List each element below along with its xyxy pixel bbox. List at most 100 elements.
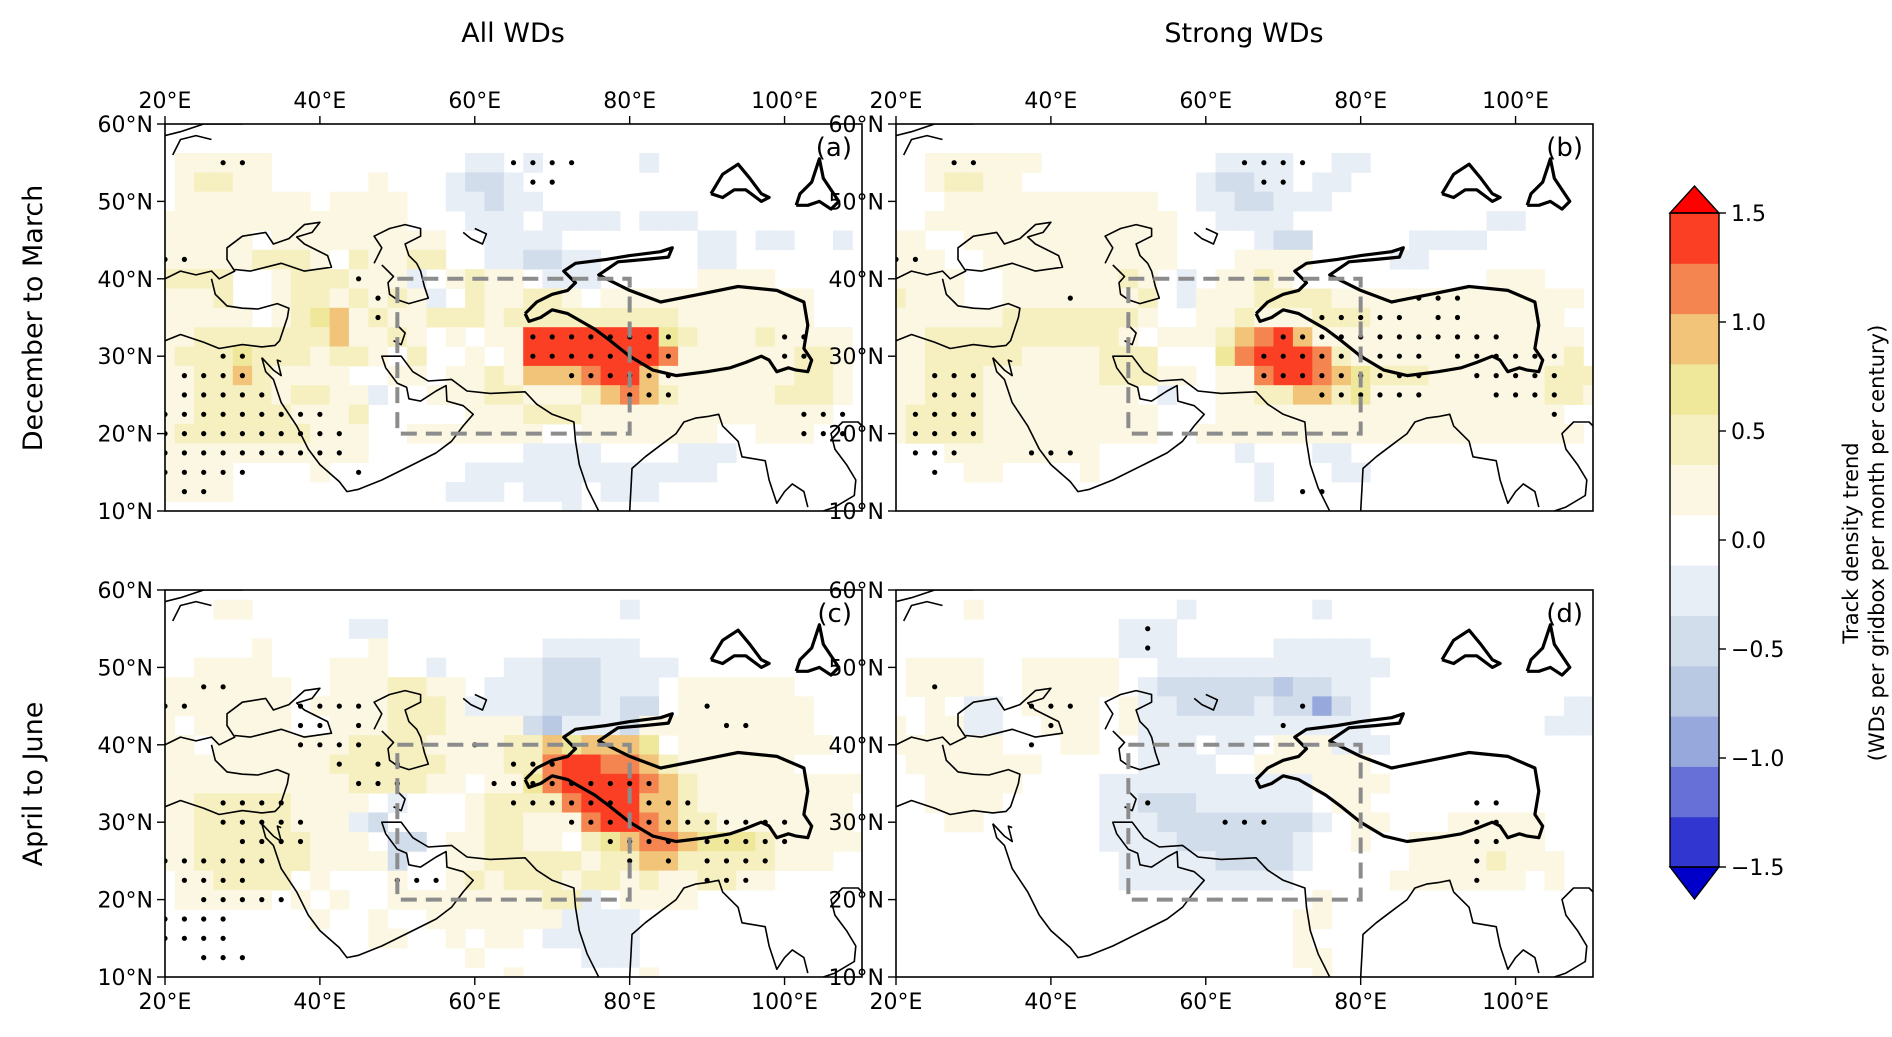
significance-dot [1377, 373, 1383, 379]
grid-cell [716, 327, 737, 347]
grid-cell [271, 696, 292, 717]
y-tick-label: 50°N [98, 190, 153, 215]
grid-cell [600, 677, 621, 697]
grid-cell [1583, 715, 1593, 736]
grid-cell [620, 404, 640, 425]
significance-dot [1493, 392, 1499, 398]
panel-map-area [896, 590, 1593, 977]
grid-cell [1215, 191, 1236, 212]
grid-cell [1099, 307, 1120, 328]
grid-cell [465, 812, 485, 833]
grid-cell [465, 172, 485, 193]
x-tick-label: 40°E [293, 89, 346, 114]
grid-cell [1273, 831, 1294, 852]
grid-cell [232, 657, 253, 678]
grid-cell [1002, 249, 1023, 270]
grid-cell [329, 404, 350, 425]
significance-dot [743, 819, 749, 825]
grid-cell [697, 773, 718, 794]
grid-cell [697, 404, 718, 425]
grid-cell [503, 172, 524, 193]
grid-cell [1292, 812, 1313, 833]
grid-cell [1544, 423, 1565, 444]
grid-cell [813, 327, 834, 347]
grid-cell [174, 230, 195, 251]
grid-cell [348, 793, 369, 813]
significance-dot [278, 411, 284, 417]
grid-cell [620, 462, 640, 483]
significance-dot [220, 897, 226, 903]
grid-cell [194, 249, 214, 270]
grid-cell [213, 599, 234, 620]
significance-dot [278, 838, 284, 845]
significance-dot [588, 780, 594, 787]
grid-cell [1351, 462, 1371, 483]
grid-cell [736, 307, 756, 328]
grid-cell [1176, 870, 1197, 891]
grid-cell [213, 288, 234, 309]
coastline [823, 887, 862, 977]
y-tick-label: 30°N [829, 811, 884, 836]
significance-dot [569, 819, 575, 825]
significance-dot [220, 431, 226, 437]
significance-dot [491, 780, 497, 787]
grid-cell [1331, 172, 1352, 193]
coastline [165, 744, 290, 816]
grid-cell [716, 443, 737, 464]
grid-cell [465, 404, 485, 425]
significance-dot [220, 800, 226, 806]
grid-cell [697, 423, 718, 444]
grid-cell [1389, 404, 1410, 425]
grid-cell [658, 404, 679, 425]
significance-dot [549, 334, 555, 340]
grid-cell [165, 793, 176, 813]
grid-cell [1060, 211, 1081, 231]
grid-cell [1312, 657, 1333, 678]
grid-cell [639, 657, 660, 678]
grid-cell [1351, 773, 1371, 794]
grid-cell [1196, 715, 1216, 736]
grid-cell [1544, 288, 1565, 309]
grid-cell [523, 851, 543, 871]
grid-cell [1254, 851, 1274, 871]
grid-cell [465, 831, 485, 852]
grid-cell [1215, 735, 1236, 755]
grid-cell [755, 269, 776, 289]
grid-cell [1603, 366, 1623, 386]
grid-cell [1409, 423, 1429, 444]
grid-cell [678, 889, 698, 910]
grid-cell [232, 735, 253, 755]
significance-dot [1319, 489, 1325, 495]
grid-cell [310, 365, 330, 386]
colorbar-band [1670, 313, 1719, 365]
significance-dot [1513, 353, 1519, 359]
grid-cell [1060, 715, 1081, 736]
significance-dot [646, 780, 652, 787]
grid-cell [465, 385, 485, 405]
grid-cell [963, 327, 984, 347]
grid-cell [348, 851, 369, 871]
grid-cell [813, 385, 834, 405]
grid-cell [1041, 191, 1061, 212]
grid-cell [1021, 307, 1042, 328]
significance-dot [297, 703, 304, 709]
grid-cell [368, 249, 389, 270]
significance-dot [181, 916, 187, 922]
significance-dot [201, 858, 207, 864]
significance-dot [181, 256, 187, 262]
significance-dot [1300, 703, 1306, 709]
grid-cell [1079, 462, 1100, 483]
grid-cell [194, 307, 214, 328]
grid-cell [1312, 677, 1333, 697]
grid-cell [813, 346, 834, 367]
grid-cell [165, 831, 176, 852]
grid-cell [1525, 423, 1545, 444]
grid-cell [1234, 327, 1255, 347]
grid-cell [620, 657, 640, 678]
significance-dot [1396, 314, 1402, 321]
region-box [395, 276, 632, 436]
grid-cell [165, 735, 176, 755]
grid-cell [620, 928, 640, 949]
grid-cell [1002, 443, 1023, 464]
